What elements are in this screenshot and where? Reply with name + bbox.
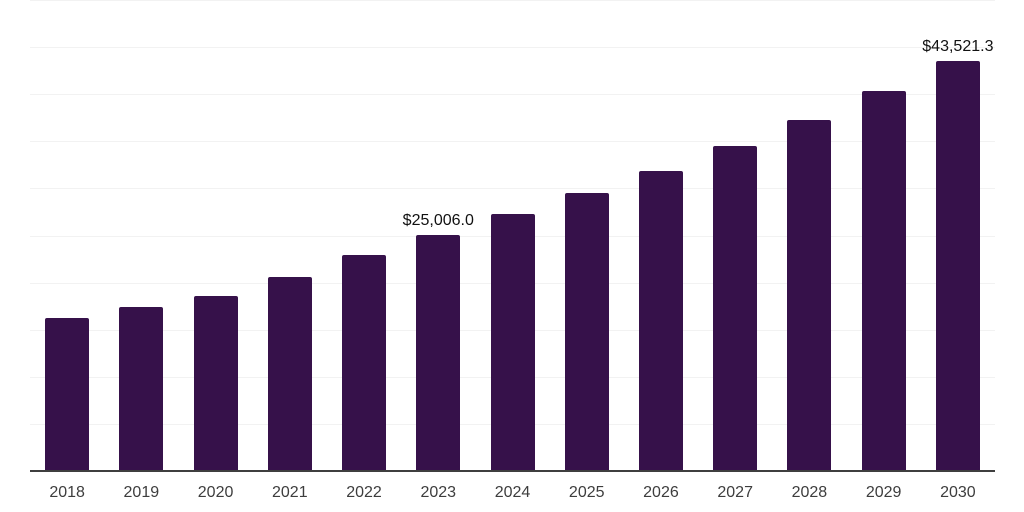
- bar-2021: [267, 276, 312, 471]
- bar-value-label-2023: $25,006.0: [402, 212, 474, 230]
- gridline: [30, 188, 995, 189]
- bar-2019: [119, 306, 164, 471]
- bar-2020: [193, 295, 238, 471]
- x-tick-label-2030: 2030: [940, 484, 976, 501]
- x-tick-label-2028: 2028: [791, 484, 828, 501]
- x-tick-label-2021: 2021: [272, 484, 308, 501]
- x-tick-label-2027: 2027: [717, 484, 753, 501]
- bar-2023: [416, 235, 461, 471]
- gridline: [30, 94, 995, 95]
- x-tick-label-2026: 2026: [643, 484, 679, 501]
- x-tick-label-2029: 2029: [865, 484, 902, 501]
- bar-2028: [787, 119, 832, 471]
- x-tick-label-2020: 2020: [197, 484, 234, 501]
- gridline: [30, 141, 995, 142]
- x-tick-label-2019: 2019: [123, 484, 160, 501]
- x-tick-label-2025: 2025: [568, 484, 605, 501]
- x-axis-line: [30, 470, 995, 472]
- bar-2024: [490, 214, 535, 471]
- gridline: [30, 0, 995, 1]
- x-tick-label-2018: 2018: [49, 484, 85, 501]
- bar-2027: [713, 146, 758, 471]
- gridline: [30, 47, 995, 48]
- bar-2026: [638, 170, 683, 471]
- x-tick-label-2023: 2023: [420, 484, 457, 501]
- x-tick-label-2022: 2022: [346, 484, 382, 501]
- bar-2029: [861, 91, 906, 471]
- bar-2025: [564, 193, 609, 471]
- x-tick-label-2024: 2024: [494, 484, 531, 501]
- bar-2030: [935, 61, 980, 471]
- bar-2018: [45, 318, 90, 471]
- bar-2022: [342, 254, 387, 471]
- bar-value-label-2030: $43,521.3: [922, 38, 994, 56]
